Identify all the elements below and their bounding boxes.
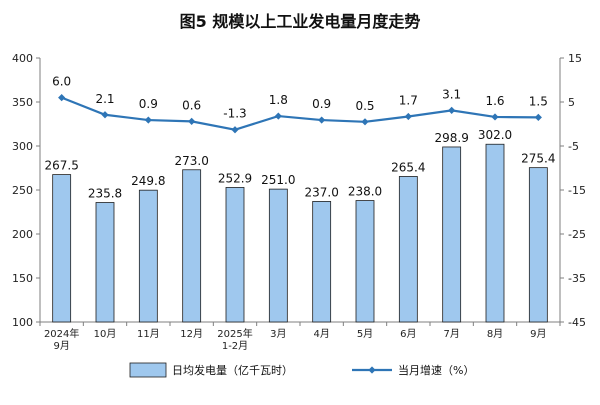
y-left-tick-label: 300 — [12, 140, 33, 153]
y-right-tick-label: -25 — [568, 228, 586, 241]
y-right-tick-label: -45 — [568, 316, 586, 329]
line-point — [58, 94, 66, 102]
x-tick-label: 12月 — [180, 328, 203, 340]
x-tick-label: 5月 — [357, 328, 373, 340]
line-point — [231, 126, 239, 134]
legend-line-marker — [368, 366, 376, 374]
legend-bar-label: 日均发电量（亿千瓦时） — [172, 363, 293, 377]
line-value-label: -1.3 — [223, 107, 246, 121]
y-left-tick-label: 200 — [12, 228, 33, 241]
bar-value-label: 302.0 — [478, 128, 512, 142]
line-value-label: 3.1 — [442, 87, 461, 101]
line-point — [361, 118, 369, 126]
bar-value-label: 265.4 — [391, 160, 425, 174]
bar — [95, 202, 115, 323]
legend-line-label: 当月增速（%） — [398, 363, 474, 377]
line-value-label: 1.6 — [485, 94, 504, 108]
growth-line — [61, 96, 539, 131]
line-value-label: 0.5 — [355, 99, 374, 113]
bar — [312, 201, 332, 323]
line-value-label: 6.0 — [52, 75, 71, 89]
y-left-tick-label: 150 — [12, 272, 33, 285]
line-point — [404, 112, 412, 121]
bar — [138, 189, 158, 323]
line-point — [448, 106, 456, 114]
bar — [355, 200, 375, 323]
line-point — [534, 113, 542, 121]
bar-value-label: 235.8 — [88, 186, 122, 200]
y-right-tick-label: -15 — [568, 184, 586, 197]
bar-value-label: 267.5 — [44, 159, 78, 173]
x-tick-label: 10月 — [94, 328, 117, 340]
bar — [52, 174, 72, 323]
y-right-tick-label: 15 — [568, 52, 582, 65]
line-point — [274, 112, 282, 120]
bar — [182, 169, 202, 323]
y-left-tick-label: 350 — [12, 96, 33, 109]
line-point — [318, 116, 326, 124]
legend-bar-swatch — [129, 362, 167, 378]
line-point — [144, 116, 152, 124]
axes-layer: 100 150 200 250 300 350 400 -45 -35 -25 -15 -5 5 15 20… — [12, 52, 586, 352]
line-point — [101, 111, 109, 119]
bar — [442, 146, 462, 323]
x-tick-label: 2024年 9月 — [44, 327, 79, 352]
x-tick-label: 8月 — [487, 328, 503, 340]
x-tick-label: 3月 — [270, 328, 286, 340]
line-value-label: 0.9 — [139, 97, 158, 111]
chart-title: 图5 规模以上工业发电量月度走势 — [179, 12, 421, 31]
x-tick-label: 9月 — [530, 328, 546, 340]
y-right-tick-label: 5 — [568, 96, 575, 109]
bar-value-label: 273.0 — [174, 154, 208, 168]
line-layer — [58, 94, 542, 134]
bar-value-label: 275.4 — [521, 152, 555, 166]
line-point — [188, 117, 196, 125]
line-value-label: 1.5 — [529, 94, 548, 108]
line-value-label: 1.7 — [399, 94, 418, 108]
line-value-label: 0.9 — [312, 97, 331, 111]
x-tick-label: 2025年 1-2月 — [217, 327, 252, 352]
bar-value-label: 252.9 — [218, 171, 252, 185]
bar-value-label: 298.9 — [434, 131, 468, 145]
y-left-tick-label: 400 — [12, 52, 33, 65]
x-tick-label: 4月 — [313, 328, 329, 340]
bar-value-label: 249.8 — [131, 174, 165, 188]
labels-layer: 267.5 235.8 249.8 273.0 252.9 251.0 237.0 238.0… — [44, 75, 555, 201]
y-left-tick-label: 250 — [12, 184, 33, 197]
y-right-tick-label: -5 — [568, 140, 579, 153]
line-value-label: 1.8 — [269, 93, 288, 107]
bar-value-label: 251.0 — [261, 173, 295, 187]
bar — [268, 188, 288, 323]
x-tick-label: 7月 — [443, 328, 459, 340]
bar-value-label: 237.0 — [304, 185, 338, 199]
bar — [225, 187, 245, 323]
bar — [528, 167, 548, 323]
bar — [398, 176, 418, 323]
bar — [485, 143, 505, 323]
bars-layer — [52, 143, 548, 323]
x-tick-label: 11月 — [137, 328, 160, 340]
line-value-label: 2.1 — [95, 92, 114, 106]
y-left-tick-label: 100 — [12, 316, 33, 329]
legend-layer: 日均发电量（亿千瓦时） 当月增速（%） — [129, 362, 474, 378]
y-right-tick-label: -35 — [568, 272, 586, 285]
bar-value-label: 238.0 — [348, 185, 382, 199]
line-value-label: 0.6 — [182, 98, 201, 112]
x-tick-label: 6月 — [400, 328, 416, 340]
line-point — [491, 113, 499, 121]
